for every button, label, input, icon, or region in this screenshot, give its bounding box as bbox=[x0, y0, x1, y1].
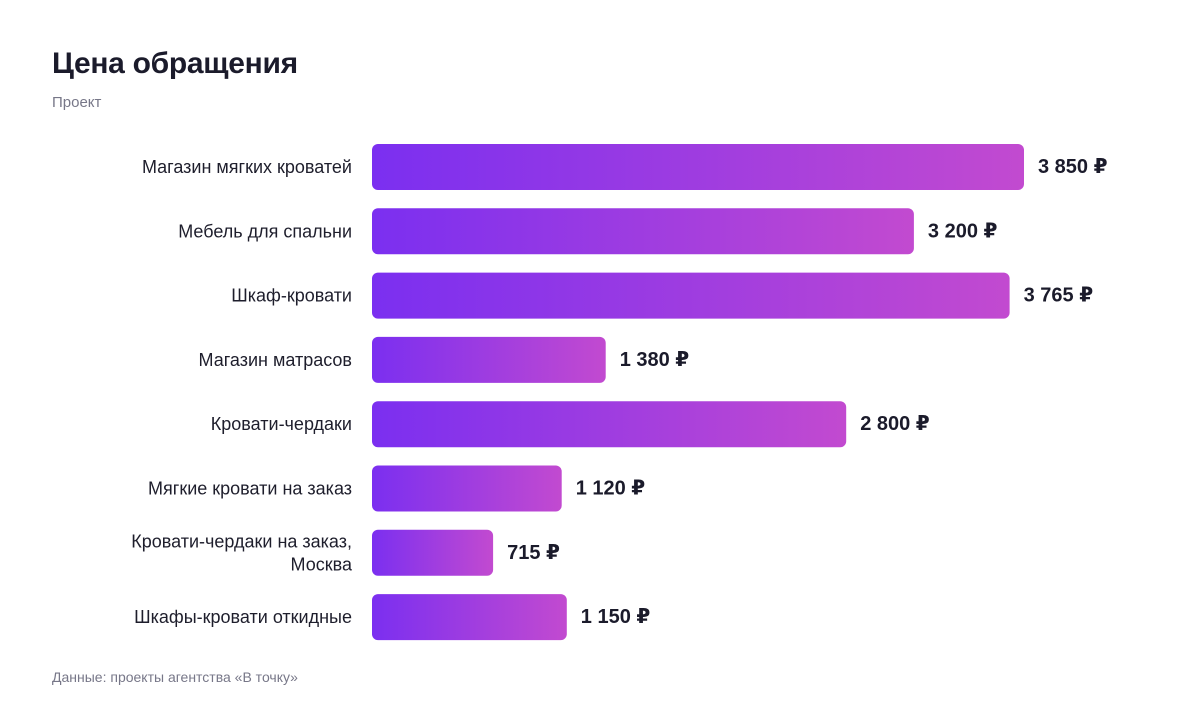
value-label-2: 3 200 ₽ bbox=[928, 220, 998, 242]
bar-8 bbox=[372, 594, 567, 641]
category-label-6: Мягкие кровати на заказ bbox=[148, 479, 352, 499]
category-label-5: Кровати-чердаки bbox=[211, 414, 352, 434]
category-label-3: Шкаф-кровати bbox=[231, 286, 352, 306]
chart-subtitle: Проект bbox=[52, 94, 102, 111]
value-label-1: 3 850 ₽ bbox=[1038, 156, 1108, 178]
value-label-6: 1 120 ₽ bbox=[576, 478, 646, 500]
bars-group: 3 850 ₽ Магазин мягких кроватей 3 200 ₽ Меб… bbox=[131, 144, 1108, 641]
bar-4 bbox=[372, 336, 606, 383]
bar-2 bbox=[372, 208, 914, 255]
bar-6 bbox=[372, 465, 562, 512]
bar-1 bbox=[372, 144, 1024, 190]
value-label-4: 1 380 ₽ bbox=[620, 349, 690, 371]
bar-3 bbox=[372, 272, 1010, 319]
category-label-4: Магазин матрасов bbox=[199, 350, 352, 370]
category-label-2: Мебель для спальни bbox=[178, 221, 352, 241]
category-label-1: Магазин мягких кроватей bbox=[142, 157, 352, 177]
category-label-7: Кровати-чердаки на заказ, Москва bbox=[131, 531, 353, 574]
value-label-5: 2 800 ₽ bbox=[860, 413, 930, 435]
value-label-3: 3 765 ₽ bbox=[1024, 285, 1094, 307]
data-source-note: Данные: проекты агентства «В точку» bbox=[52, 669, 298, 685]
bar-5 bbox=[372, 401, 847, 448]
category-label-8: Шкафы-кровати откидные bbox=[134, 607, 352, 627]
value-label-8: 1 150 ₽ bbox=[581, 606, 651, 628]
bar-7 bbox=[372, 529, 494, 576]
chart-title: Цена обращения bbox=[52, 47, 298, 80]
value-label-7: 715 ₽ bbox=[507, 542, 560, 564]
